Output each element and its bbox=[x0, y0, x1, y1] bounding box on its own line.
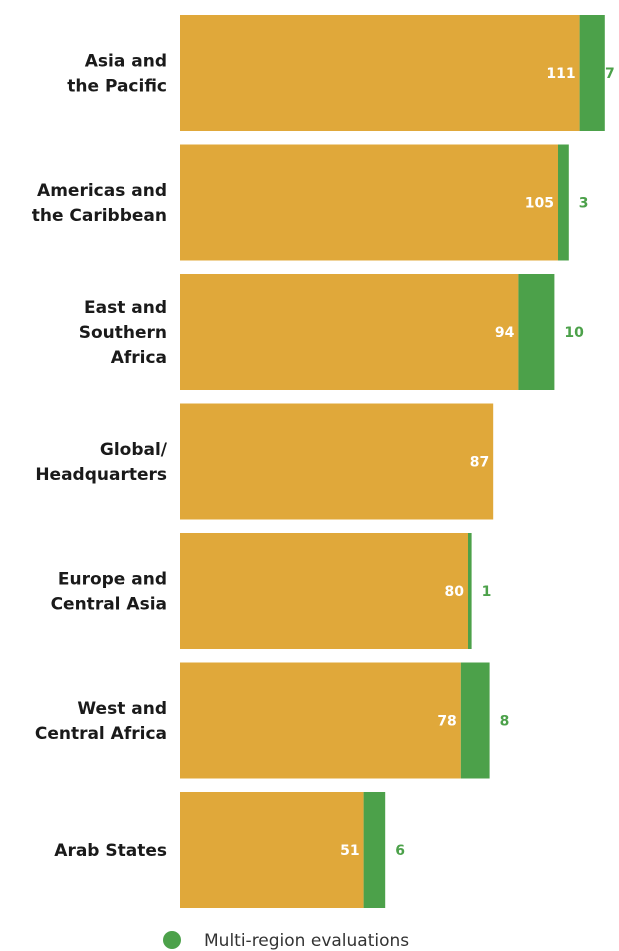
category-label: West and Central Africa bbox=[35, 699, 167, 744]
data-label-single-region: 105 bbox=[525, 196, 554, 212]
legend-label-multi-region: Multi-region evaluations bbox=[204, 931, 409, 951]
legend: Multi-region evaluations bbox=[163, 931, 409, 951]
category-label-line: Global/ bbox=[100, 440, 168, 460]
category-label-line: Central Africa bbox=[35, 724, 167, 744]
category-label-line: Asia and bbox=[85, 52, 167, 72]
category-label: Arab States bbox=[54, 841, 167, 861]
category-label-line: Southern bbox=[79, 323, 167, 343]
category-label-line: Central Asia bbox=[51, 595, 167, 615]
bar-multi-region bbox=[460, 662, 490, 779]
bar-multi-region bbox=[468, 533, 472, 649]
bar-single-region bbox=[180, 403, 494, 520]
bar-single-region bbox=[180, 792, 364, 908]
category-label-line: Africa bbox=[111, 348, 167, 368]
data-label-multi-region: 3 bbox=[579, 196, 589, 212]
category-labels: Asia and the Pacific Americas and the Carib… bbox=[32, 52, 168, 862]
category-label: Global/Headquarters bbox=[35, 440, 167, 485]
data-label-single-region: 80 bbox=[445, 584, 465, 600]
category-label: Americas and the Caribbean bbox=[32, 181, 167, 226]
data-label-single-region: 111 bbox=[546, 66, 575, 82]
legend-marker-multi-region bbox=[163, 931, 181, 949]
bar-single-region bbox=[180, 274, 519, 390]
data-labels: 111 7 105 3 94 10 87 80 1 78 8 51 6 bbox=[340, 66, 615, 859]
category-label-line: Headquarters bbox=[35, 465, 167, 485]
bar-multi-region bbox=[558, 144, 569, 261]
category-label-line: Arab States bbox=[54, 841, 167, 861]
data-label-single-region: 78 bbox=[437, 714, 456, 730]
category-label-line: Americas and bbox=[37, 181, 167, 201]
data-label-single-region: 94 bbox=[495, 325, 515, 341]
bar-multi-region bbox=[363, 792, 386, 908]
bar-single-region bbox=[180, 533, 468, 649]
bars bbox=[180, 15, 605, 908]
data-label-multi-region: 1 bbox=[482, 584, 492, 600]
category-label-line: East and bbox=[84, 298, 167, 318]
data-label-multi-region: 8 bbox=[500, 714, 510, 730]
data-label-single-region: 51 bbox=[340, 843, 359, 859]
category-label-line: West and bbox=[77, 699, 167, 719]
category-label: East and Southern Africa bbox=[79, 298, 167, 368]
category-label-line: Europe and bbox=[58, 570, 167, 590]
data-label-multi-region: 10 bbox=[564, 325, 584, 341]
bar-multi-region bbox=[579, 15, 605, 131]
data-label-multi-region: 7 bbox=[605, 66, 615, 82]
data-label-multi-region: 6 bbox=[395, 843, 405, 859]
category-label: Europe and Central Asia bbox=[51, 570, 167, 615]
category-label: Asia and the Pacific bbox=[67, 52, 167, 97]
data-label-single-region: 87 bbox=[470, 455, 489, 471]
category-label-line: the Caribbean bbox=[32, 206, 167, 226]
bar-single-region bbox=[180, 15, 580, 131]
bar-single-region bbox=[180, 144, 558, 261]
bar-single-region bbox=[180, 662, 461, 779]
category-label-line: the Pacific bbox=[67, 77, 167, 97]
bar-multi-region bbox=[518, 274, 555, 390]
